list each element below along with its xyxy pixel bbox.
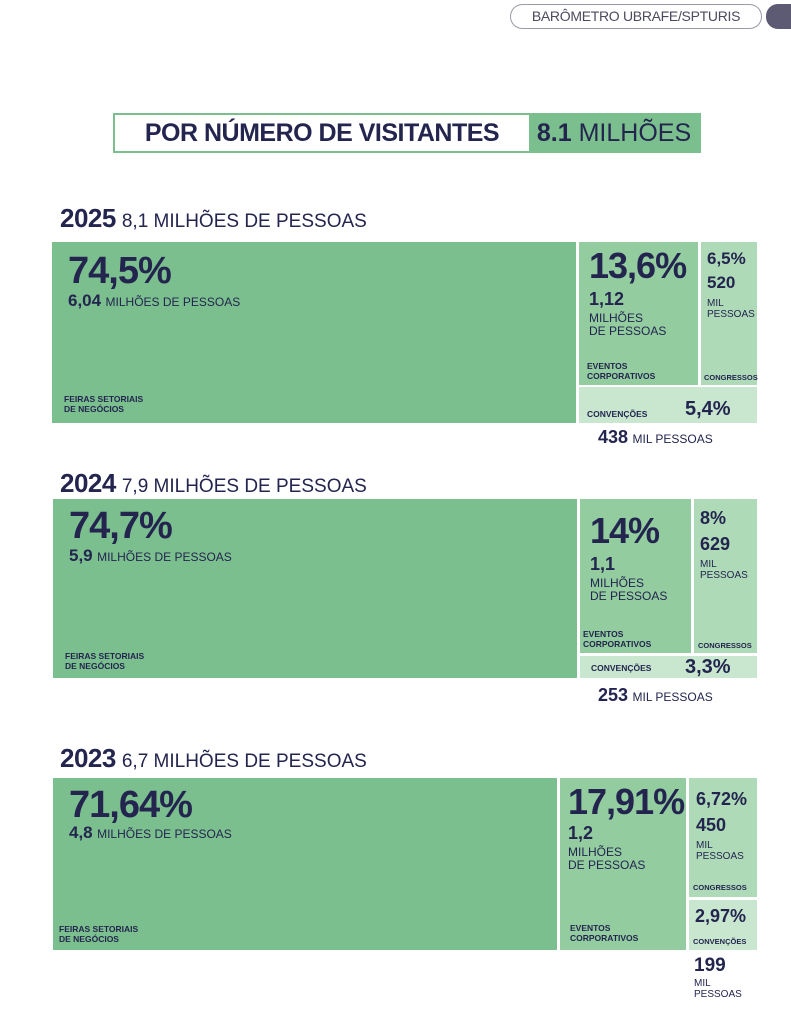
tile-label: FEIRAS SETORIAIS	[59, 923, 139, 934]
convencoes-visitors-2024: 253 MIL PESSOAS	[598, 686, 713, 706]
tile-pct: 2,97%	[695, 906, 747, 926]
page-tab	[766, 4, 791, 29]
tile-pct: 6,72%	[696, 789, 748, 809]
year-header-2023: 2023 6,7 MILHÕES DE PESSOAS	[60, 743, 367, 774]
tile-pct: 14%	[590, 510, 660, 551]
tile-num: 450	[696, 815, 727, 835]
tile-unit: MIL PESSOAS	[632, 690, 713, 704]
tile-label: CORPORATIVOS	[570, 933, 639, 944]
tile-unit: DE PESSOAS	[590, 589, 668, 604]
tile-label: EVENTOS	[570, 922, 611, 933]
title-total: 8.1 MILHÕES	[529, 115, 699, 151]
tile-label: DE NEGÓCIOS	[64, 404, 124, 415]
tile-pct: 5,4%	[685, 398, 731, 420]
tile-unit: DE PESSOAS	[589, 324, 667, 339]
tile-pct: 74,7%	[69, 505, 173, 547]
convencoes-visitors-2025: 438 MIL PESSOAS	[598, 428, 713, 448]
tile-unit: MILHÕES DE PESSOAS	[105, 295, 241, 309]
tile-label: CONVENÇÕES	[587, 409, 648, 419]
year-header-2024: 2024 7,9 MILHÕES DE PESSOAS	[60, 468, 367, 499]
tile-pct: 17,91%	[568, 781, 685, 822]
tile-congressos-2025: 6,5% 520 MIL PESSOAS CONGRESSOS	[701, 242, 758, 385]
tile-pct: 3,3%	[685, 656, 731, 678]
title-value: 8.1	[536, 119, 572, 147]
tile-unit: MILHÕES	[589, 311, 644, 325]
tile-num: 629	[700, 534, 731, 554]
tile-unit: PESSOAS	[694, 989, 742, 1000]
tile-pct: 71,64%	[69, 784, 193, 826]
section-title: POR NÚMERO DE VISITANTES 8.1 MILHÕES	[113, 113, 701, 153]
tile-label: EVENTOS	[587, 360, 628, 371]
tile-unit: PESSOAS	[696, 851, 744, 862]
tile-unit: MIL	[696, 840, 713, 851]
tile-feiras-2024: 74,7% 5,9 MILHÕES DE PESSOAS FEIRAS SETO…	[53, 499, 577, 678]
tile-label: CONGRESSOS	[698, 640, 752, 650]
tile-congressos-2023: 6,72% 450 MIL PESSOAS CONGRESSOS	[689, 778, 757, 897]
tile-num: 438	[598, 427, 629, 447]
tile-num: 1,2	[568, 823, 594, 843]
tile-unit: MILHÕES	[590, 576, 645, 590]
tile-label: CONGRESSOS	[704, 372, 758, 382]
tile-label: FEIRAS SETORIAIS	[65, 650, 145, 661]
tile-label: FEIRAS SETORIAIS	[64, 393, 144, 404]
tile-unit: PESSOAS	[700, 570, 748, 581]
year-total: 6,7 MILHÕES DE PESSOAS	[121, 751, 367, 772]
tile-label: DE NEGÓCIOS	[59, 934, 119, 945]
year-total: 7,9 MILHÕES DE PESSOAS	[121, 476, 367, 497]
tile-unit: MILHÕES DE PESSOAS	[97, 827, 232, 841]
tile-label: CONGRESSOS	[693, 882, 747, 892]
tile-num: 4,8	[69, 823, 93, 842]
tile-pct: 6,5%	[707, 249, 746, 268]
tile-unit: MILHÕES	[568, 845, 623, 859]
year: 2023	[60, 743, 116, 773]
tile-congressos-2024: 8% 629 MIL PESSOAS CONGRESSOS	[694, 499, 757, 653]
tile-feiras-2023: 71,64% 4,8 MILHÕES DE PESSOAS FEIRAS SET…	[53, 778, 557, 950]
tile-eventos-2023: 17,91% 1,2 MILHÕES DE PESSOAS EVENTOS CORP…	[560, 778, 686, 950]
year-header-2025: 2025 8,1 MILHÕES DE PESSOAS	[60, 203, 367, 234]
tile-label: CONVENÇÕES	[591, 663, 652, 673]
tile-num: 1,1	[590, 554, 616, 574]
tile-unit: MILHÕES DE PESSOAS	[97, 550, 232, 564]
tile-pct: 13,6%	[589, 245, 687, 286]
tile-convencoes-2024: CONVENÇÕES 3,3%	[580, 656, 757, 678]
tile-unit: MIL	[700, 559, 717, 570]
tile-convencoes-2023: 2,97% CONVENÇÕES	[689, 900, 757, 950]
tile-num: 6,04	[68, 291, 102, 310]
report-badge: BARÔMETRO UBRAFE/SPTURIS	[510, 4, 762, 29]
tile-pct: 74,5%	[68, 250, 172, 292]
tile-num: 253	[598, 685, 629, 705]
tile-num: 5,9	[69, 546, 93, 565]
tile-num: 199	[694, 955, 726, 976]
year: 2024	[60, 468, 116, 498]
tile-pct: 8%	[700, 508, 727, 528]
tile-label: DE NEGÓCIOS	[65, 661, 125, 672]
tile-label: CORPORATIVOS	[587, 371, 656, 382]
tile-eventos-2024: 14% 1,1 MILHÕES DE PESSOAS EVENTOS CORPORA…	[580, 499, 691, 653]
tile-convencoes-2025: CONVENÇÕES 5,4%	[579, 387, 757, 423]
tile-num: 520	[707, 273, 736, 292]
tile-unit: PESSOAS	[707, 309, 755, 320]
year: 2025	[60, 203, 116, 233]
tile-unit: MIL	[694, 978, 711, 989]
year-total: 8,1 MILHÕES DE PESSOAS	[121, 211, 367, 232]
tile-label: CORPORATIVOS	[583, 639, 652, 650]
tile-label: EVENTOS	[583, 628, 624, 639]
tile-label: CONVENÇÕES	[693, 936, 747, 946]
tile-unit: MIL	[707, 298, 724, 309]
tile-feiras-2025: 74,5% 6,04 MILHÕES DE PESSOAS FEIRAS SET…	[52, 242, 576, 423]
title-unit: MILHÕES	[578, 119, 692, 147]
tile-unit: MIL PESSOAS	[632, 432, 713, 446]
tile-eventos-2025: 13,6% 1,12 MILHÕES DE PESSOAS EVENTOS CORP…	[579, 242, 698, 385]
title-label: POR NÚMERO DE VISITANTES	[144, 119, 500, 147]
tile-num: 1,12	[589, 289, 625, 309]
convencoes-visitors-2023: 199 MIL PESSOAS	[694, 956, 742, 1000]
tile-unit: DE PESSOAS	[568, 858, 646, 873]
